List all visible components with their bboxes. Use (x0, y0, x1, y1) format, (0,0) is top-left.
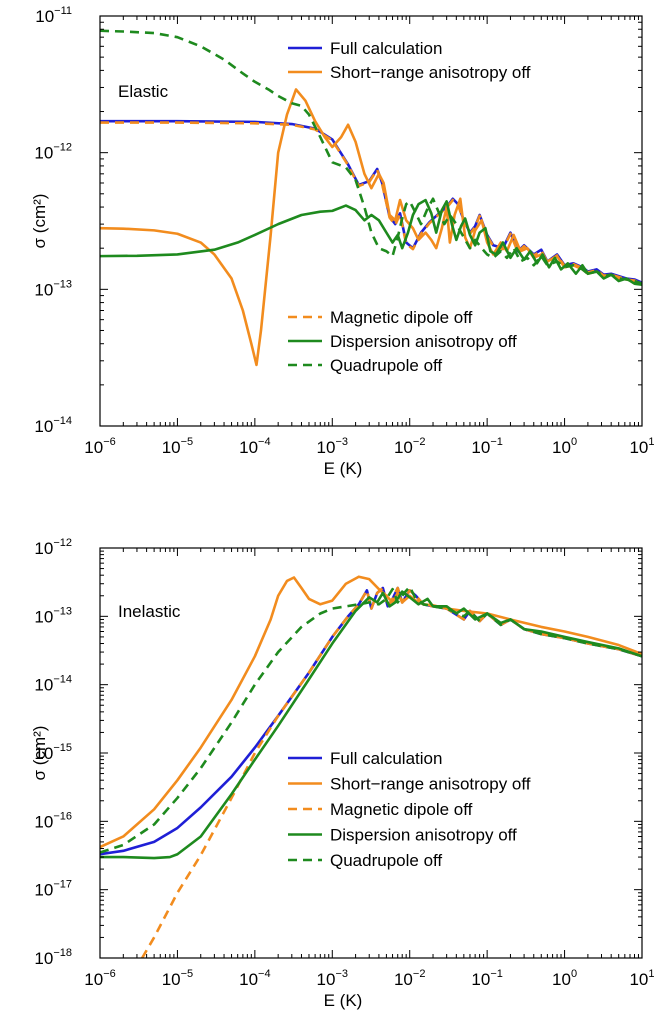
x-tick-label: 101 (629, 968, 654, 989)
y-tick-label: 10−13 (34, 605, 72, 626)
series-line-2 (100, 88, 642, 367)
series-line-4 (100, 590, 642, 860)
panel-label: Elastic (118, 82, 169, 101)
series-line-3 (141, 586, 642, 958)
y-tick-label: 10−11 (35, 5, 72, 26)
plot-frame (99, 15, 643, 427)
y-tick-label: 10−12 (34, 142, 72, 163)
y-tick-label: 10−16 (34, 810, 72, 831)
x-tick-label: 10−2 (394, 436, 425, 457)
chart-panel-2: 10−6 10−5 10−4 10−3 10−2 10−1 100 101 10−18 10−17… (30, 537, 654, 1010)
y-tick-label: 10−14 (34, 415, 72, 436)
y-tick-label: 10−15 (34, 742, 72, 763)
series-line-4 (100, 198, 642, 287)
series-line-5 (100, 585, 642, 854)
series-line-2 (100, 575, 642, 849)
tick-marks (99, 15, 643, 427)
x-tick-label: 10−1 (471, 968, 502, 989)
x-tick-label: 10−3 (317, 968, 348, 989)
legend: Full calculation Short−range anisotropy o… (288, 749, 531, 870)
legend-label: Magnetic dipole off (330, 308, 473, 327)
x-tick-label: 10−6 (84, 436, 115, 457)
legend-label: Dispersion anisotropy off (330, 826, 517, 845)
legend-label: Dispersion anisotropy off (330, 332, 517, 351)
chart-panel-1: 10−6 10−5 10−4 10−3 10−2 10−1 100 101 10−14 10−13… (30, 5, 654, 478)
y-tick-label: 10−14 (34, 674, 72, 695)
tick-marks (99, 547, 643, 959)
legend-label: Short−range anisotropy off (330, 775, 531, 794)
y-tick-label: 10−17 (34, 879, 72, 900)
legend-label: Full calculation (330, 749, 442, 768)
x-tick-label: 10−6 (84, 968, 115, 989)
x-tick-label: 10−1 (471, 436, 502, 457)
series-lines (100, 575, 642, 958)
x-axis-label: E (K) (324, 459, 363, 478)
x-tick-label: 10−3 (317, 436, 348, 457)
series-lines (100, 29, 642, 367)
y-axis-label: σ (cm²) (30, 194, 49, 249)
x-tick-label: 10−4 (239, 436, 270, 457)
y-axis-label: σ (cm²) (30, 726, 49, 781)
series-line-1 (100, 119, 642, 284)
legend-label: Short−range anisotropy off (330, 63, 531, 82)
x-tick-label: 100 (552, 436, 577, 457)
legend-label: Full calculation (330, 39, 442, 58)
x-tick-label: 10−4 (239, 968, 270, 989)
legend-label: Quadrupole off (330, 851, 442, 870)
panel-label: Inelastic (118, 602, 181, 621)
series-line-5 (100, 29, 642, 285)
x-tick-label: 101 (629, 436, 654, 457)
y-tick-label: 10−12 (34, 537, 72, 558)
x-tick-label: 10−5 (162, 968, 193, 989)
legend-label: Magnetic dipole off (330, 800, 473, 819)
y-tick-label: 10−13 (34, 278, 72, 299)
legend: Magnetic dipole off Dispersion anisotropy… (288, 308, 517, 375)
legend-label: Quadrupole off (330, 356, 442, 375)
y-tick-label: 10−18 (34, 947, 72, 968)
x-tick-label: 10−5 (162, 436, 193, 457)
x-tick-label: 100 (552, 968, 577, 989)
x-tick-label: 10−2 (394, 968, 425, 989)
x-axis-label: E (K) (324, 991, 363, 1010)
legend: Full calculation Short−range anisotropy o… (288, 39, 531, 82)
